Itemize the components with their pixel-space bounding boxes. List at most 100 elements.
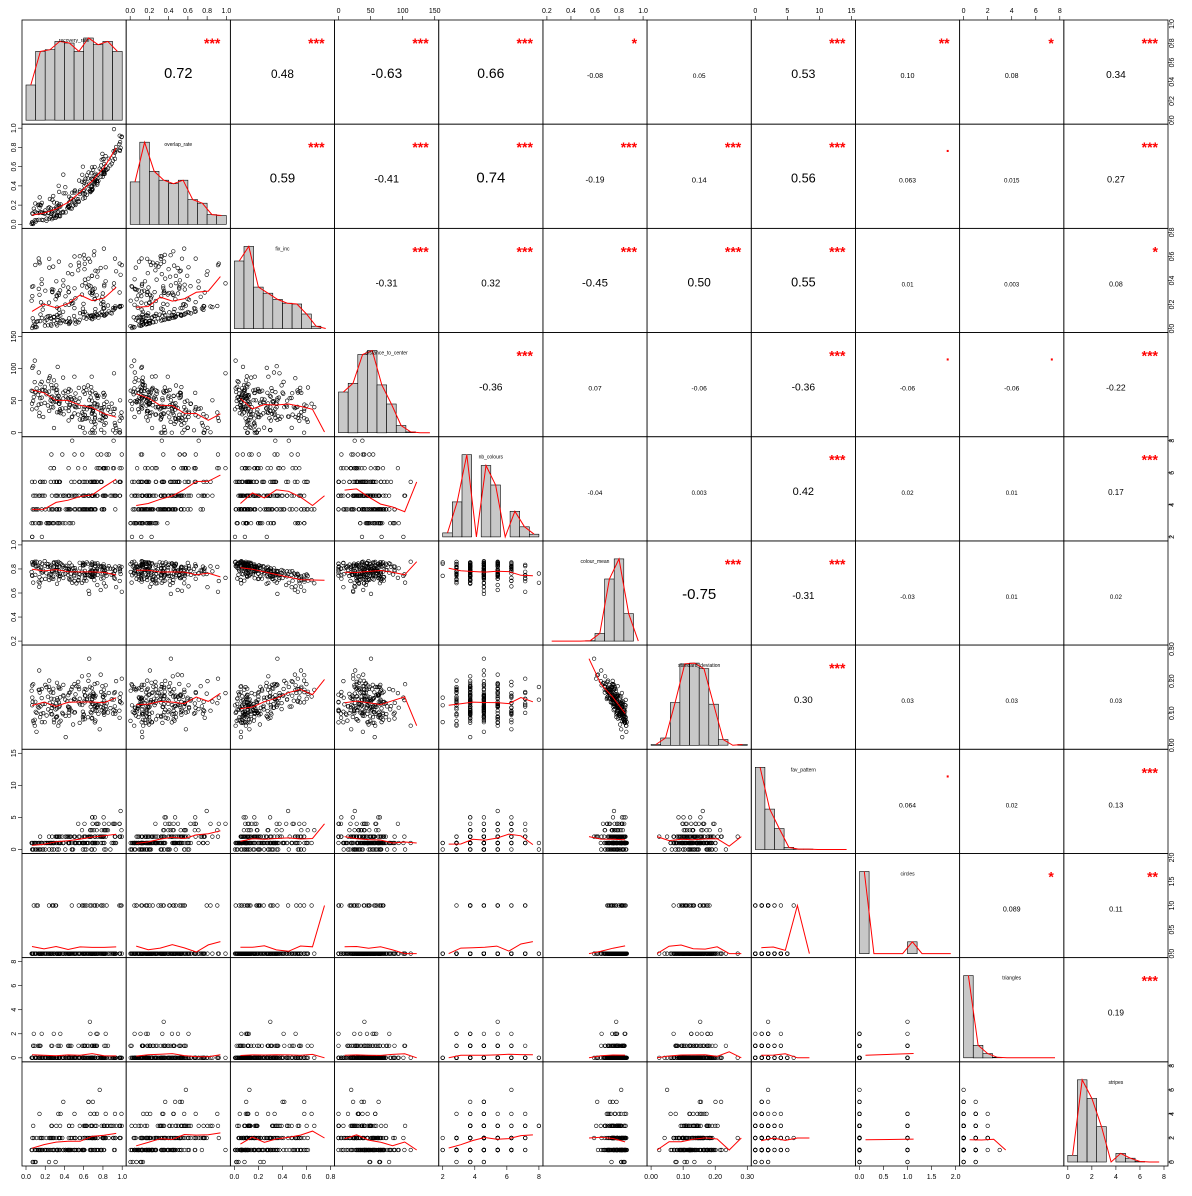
scatter-point	[37, 410, 42, 415]
scatter-point	[372, 734, 377, 740]
scatter-point	[292, 672, 298, 677]
scatter-point	[63, 294, 68, 299]
panel-border	[229, 540, 335, 646]
scatter-point	[611, 707, 616, 713]
scatter-point	[67, 560, 72, 565]
scatter-point	[264, 713, 269, 719]
scatter-point	[289, 585, 294, 590]
scatter-point	[215, 589, 221, 594]
scatter-point	[177, 278, 182, 283]
scatter-point	[119, 589, 124, 594]
scatter-point	[117, 428, 122, 433]
scatter-point	[204, 691, 209, 696]
scatter-point	[210, 699, 215, 704]
scatter-point	[87, 259, 93, 264]
scatter-point	[179, 712, 184, 717]
scatter-point	[361, 672, 366, 677]
scatter-point	[99, 689, 104, 695]
scatter-point	[80, 306, 85, 311]
scatter-point	[77, 566, 83, 571]
scatter-point	[171, 821, 176, 826]
scatter-point	[304, 681, 309, 687]
scatter-point	[345, 493, 351, 498]
scatter-point	[101, 171, 106, 177]
scatter-point	[356, 674, 361, 679]
scatter-point	[37, 195, 42, 200]
scatter-point	[56, 259, 62, 264]
scatter-point	[266, 674, 271, 679]
scatter-point	[193, 300, 198, 305]
scatter-panel-distance_to_center-vs-fix_inc	[232, 358, 325, 435]
scatter-point	[85, 715, 90, 720]
scatter-point	[495, 708, 500, 713]
scatter-point	[368, 591, 374, 597]
scatter-point	[179, 385, 184, 390]
scatter-point	[172, 307, 177, 312]
scatter-point	[51, 686, 56, 691]
scatter-point	[93, 268, 98, 273]
scatter-point	[34, 406, 39, 411]
scatter-point	[495, 587, 500, 593]
scatter-point	[481, 668, 487, 673]
scatter-point	[63, 185, 68, 190]
scatter-point	[45, 403, 51, 408]
scatter-point	[509, 683, 514, 688]
scatter-point	[112, 576, 118, 581]
scatter-point	[158, 261, 163, 266]
scatter-point	[113, 425, 119, 431]
scatter-point	[81, 252, 87, 257]
scatter-point	[186, 265, 191, 270]
scatter-point	[153, 263, 158, 268]
scatter-point	[401, 534, 406, 540]
scatter-point	[408, 479, 413, 485]
scatter-point	[76, 679, 81, 685]
scatter-point	[72, 188, 78, 193]
scatter-point	[119, 135, 124, 140]
scatter-panel-colour_mean-vs-recovery_rate	[29, 558, 124, 597]
scatter-point	[169, 430, 174, 435]
scatter-point	[351, 673, 356, 678]
scatter-point	[90, 707, 95, 712]
scatter-panel-nb_colours-vs-distance_to_center	[336, 438, 418, 540]
scatter-point	[167, 415, 172, 420]
scatter-point	[34, 218, 39, 223]
scatter-point	[236, 380, 241, 385]
scatter-point	[37, 714, 43, 720]
scatter-point	[101, 306, 106, 311]
scatter-point	[79, 674, 85, 679]
scatter-point	[81, 315, 86, 320]
scatter-panel-fix_inc-vs-recovery_rate	[29, 246, 124, 331]
scatter-point	[279, 706, 284, 712]
scatter-point	[98, 265, 103, 271]
scatter-point	[81, 301, 86, 307]
scatter-point	[87, 283, 92, 288]
scatter-point	[387, 717, 392, 722]
scatter-point	[77, 254, 82, 259]
scatter-point	[396, 705, 401, 710]
scatter-point	[82, 821, 87, 826]
scatter-point	[298, 700, 303, 705]
scatter-point	[56, 577, 62, 582]
scatter-point	[94, 293, 99, 298]
scatter-point	[208, 430, 213, 435]
scatter-point	[39, 217, 44, 222]
scatter-point	[223, 371, 228, 376]
scatter-point	[81, 385, 87, 390]
scatter-point	[91, 253, 96, 258]
scatter-point	[173, 715, 179, 720]
panel-border	[125, 540, 231, 646]
scatter-point	[61, 318, 66, 323]
scatter-point	[129, 534, 135, 540]
scatter-point	[258, 507, 263, 512]
panel-border	[125, 1061, 231, 1167]
scatter-point	[105, 566, 111, 571]
scatter-point	[90, 187, 95, 192]
scatter-point	[33, 699, 38, 704]
scatter-point	[175, 821, 181, 826]
scatter-point	[163, 678, 168, 684]
scatter-point	[208, 708, 213, 713]
scatter-panel-colour_mean-vs-nb_colours	[440, 558, 542, 597]
scatter-point	[105, 710, 111, 715]
scatter-point	[302, 673, 307, 678]
scatter-point	[249, 711, 254, 717]
